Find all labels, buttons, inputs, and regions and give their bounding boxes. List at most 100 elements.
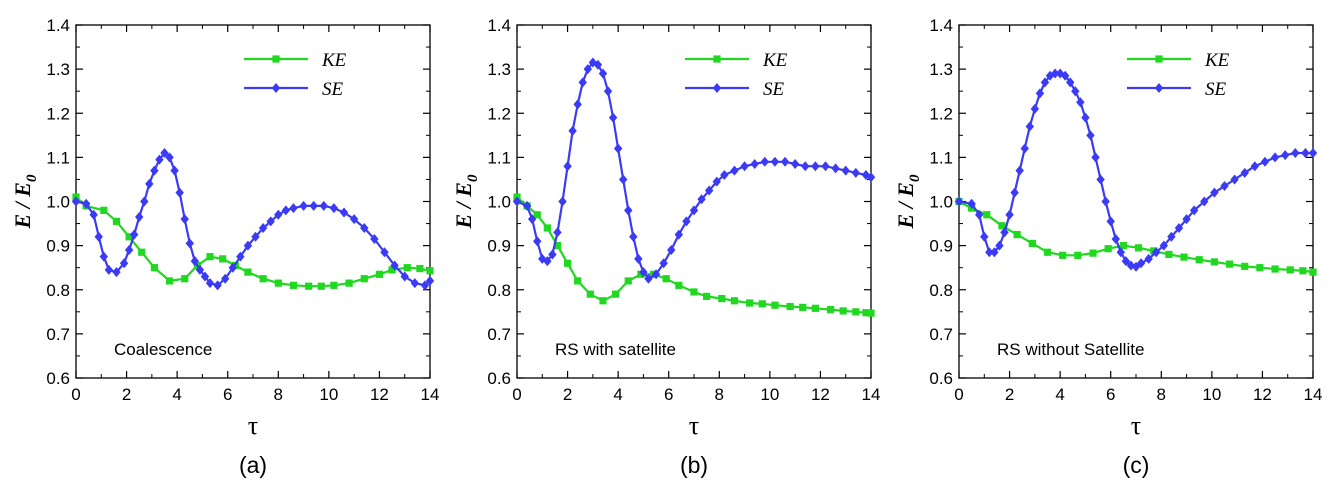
data-point-se: [1035, 88, 1045, 99]
data-point-se: [190, 256, 200, 267]
legend-marker-se: [271, 83, 281, 93]
data-point-se: [1081, 112, 1090, 123]
data-point-se: [1015, 165, 1024, 176]
data-point-ke: [703, 292, 711, 300]
y-axis-label-main: E / E: [451, 182, 476, 229]
data-point-ke: [718, 294, 726, 303]
data-point-se: [329, 203, 339, 214]
data-point-ke: [138, 248, 146, 256]
data-point-ke: [998, 222, 1006, 230]
data-point-ke: [1286, 266, 1294, 274]
data-point-se: [553, 227, 562, 238]
data-point-se: [866, 172, 876, 183]
data-point-ke: [690, 288, 698, 296]
data-point-se: [790, 158, 800, 169]
y-tick-label: 0.6: [929, 369, 953, 388]
legend-label-ke: KE: [762, 50, 788, 71]
data-point-ke: [543, 224, 551, 232]
data-point-se: [1000, 227, 1009, 238]
data-point-ke: [1059, 251, 1067, 259]
panel-label: (b): [680, 452, 708, 478]
x-tick-label: 8: [274, 385, 283, 404]
data-point-ke: [206, 253, 214, 261]
data-point-se: [995, 240, 1004, 251]
data-point-se: [145, 178, 154, 189]
data-point-ke: [1271, 265, 1279, 273]
data-point-se: [563, 161, 572, 172]
data-point-se: [400, 271, 409, 282]
data-point-ke: [1309, 268, 1317, 276]
data-point-se: [1066, 77, 1075, 88]
data-point-se: [1250, 161, 1260, 172]
data-point-ke: [305, 282, 313, 290]
legend: KE SE: [1127, 50, 1230, 100]
data-point-ke: [799, 303, 807, 311]
data-point-se: [1025, 121, 1034, 132]
data-point-se: [1200, 196, 1209, 207]
data-point-se: [339, 207, 349, 218]
data-point-ke: [1028, 239, 1036, 248]
data-point-se: [760, 156, 769, 167]
y-tick-label: 1.2: [487, 104, 511, 123]
data-point-ke: [862, 309, 870, 317]
data-point-se: [1167, 231, 1176, 242]
data-point-se: [89, 209, 98, 220]
data-point-se: [593, 59, 603, 70]
legend-label-se: SE: [1205, 79, 1227, 100]
data-point-se: [697, 194, 706, 205]
data-point-se: [124, 245, 134, 256]
data-point-se: [619, 174, 628, 185]
data-point-se: [1040, 77, 1050, 88]
y-tick-label: 1.0: [46, 193, 70, 212]
legend-marker-ke: [1155, 55, 1163, 63]
y-tick-label: 1.3: [46, 60, 70, 79]
data-point-ke: [330, 281, 338, 289]
data-point-se: [200, 271, 210, 282]
data-point-se: [220, 273, 230, 284]
legend-marker-se: [712, 83, 722, 93]
data-point-se: [644, 273, 653, 284]
data-point-se: [1174, 222, 1184, 233]
data-point-ke: [100, 206, 108, 214]
y-tick-label: 1.0: [487, 193, 511, 212]
y-tick-label: 0.9: [487, 237, 511, 256]
x-tick-label: 6: [223, 385, 232, 404]
data-point-se: [370, 234, 379, 245]
data-point-se: [71, 196, 81, 207]
series-line-ke: [958, 200, 1314, 274]
data-point-ke: [867, 309, 875, 317]
data-point-ke: [403, 264, 411, 272]
data-point-ke: [786, 302, 794, 311]
data-point-se: [980, 231, 989, 242]
x-tick-label: 14: [862, 385, 881, 404]
data-point-se: [1020, 143, 1029, 154]
panel-label: (c): [1123, 452, 1150, 478]
data-point-se: [1152, 247, 1161, 258]
data-point-se: [651, 269, 661, 280]
data-point-se: [274, 209, 283, 220]
data-point-se: [801, 161, 810, 172]
data-point-ke: [758, 300, 766, 308]
panel-annotation: Coalescence: [114, 340, 212, 359]
legend-marker-se: [1154, 83, 1164, 93]
data-point-ke: [1013, 230, 1021, 239]
plot-frame: [75, 24, 431, 379]
data-point-ke: [1165, 250, 1173, 259]
x-axis-label: τ: [1131, 411, 1141, 440]
data-point-se: [390, 260, 399, 271]
x-axis-label: τ: [248, 411, 258, 440]
y-tick-label: 0.7: [929, 325, 953, 344]
data-point-se: [538, 253, 547, 264]
legend-label-ke: KE: [321, 50, 347, 71]
data-point-ke: [675, 281, 683, 289]
data-point-se: [634, 253, 643, 264]
data-point-se: [629, 231, 638, 242]
data-point-ke: [274, 279, 282, 287]
data-point-se: [195, 264, 205, 275]
data-point-se: [603, 86, 613, 97]
panel-label: (a): [239, 452, 267, 478]
x-tick-label: 8: [715, 385, 724, 404]
data-point-ke: [112, 217, 121, 225]
data-point-ke: [345, 279, 353, 287]
